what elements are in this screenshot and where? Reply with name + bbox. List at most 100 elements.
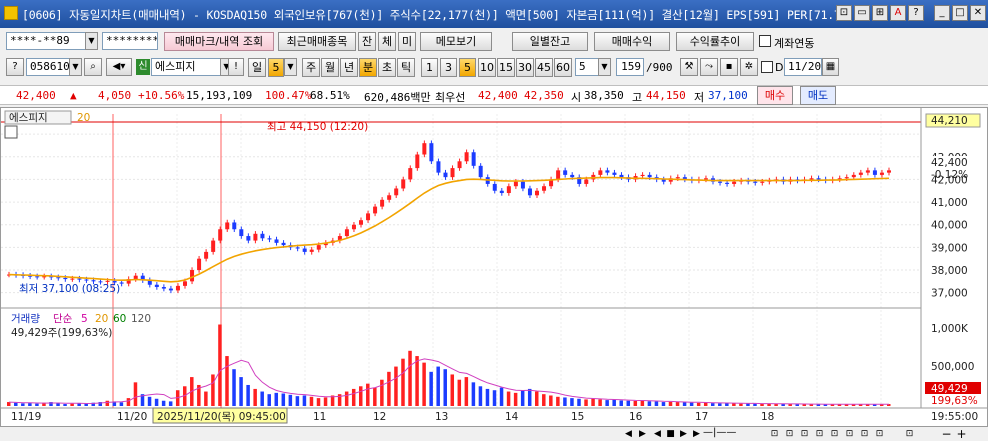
nav-prev-icon[interactable]: ◀ xyxy=(625,429,632,439)
buy-button[interactable]: 매수 xyxy=(757,86,793,105)
link-account-checkbox[interactable] xyxy=(759,35,771,47)
password-field[interactable]: ********* xyxy=(102,32,158,50)
interval-60[interactable]: 60 xyxy=(554,58,572,77)
period-tick[interactable]: 틱 xyxy=(397,58,415,77)
date-checkbox[interactable] xyxy=(761,61,773,73)
tool-icon-3[interactable]: ⊡ xyxy=(800,429,809,439)
period-month[interactable]: 월 xyxy=(321,58,339,77)
period-week[interactable]: 주 xyxy=(302,58,320,77)
tool-icon-6[interactable]: ⊡ xyxy=(845,429,854,439)
chart-canvas[interactable]: 43,00042,00041,00040,00039,00038,00037,0… xyxy=(1,108,987,426)
tool-icon-8[interactable]: ⊡ xyxy=(875,429,884,439)
daily-balance-button[interactable]: 일별잔고 xyxy=(512,32,588,51)
volume-bar xyxy=(401,358,405,406)
x-axis-label: 11/20 xyxy=(117,411,147,423)
candle-body xyxy=(211,240,216,252)
help-icon[interactable]: ? xyxy=(908,5,924,21)
chart-area[interactable]: 43,00042,00041,00040,00039,00038,00037,0… xyxy=(0,107,988,427)
candle-body xyxy=(464,152,469,162)
search-icon[interactable]: ⌕ xyxy=(84,58,102,76)
close-button[interactable]: ✕ xyxy=(970,5,986,21)
help-icon[interactable]: ? xyxy=(6,58,24,76)
volume-bar xyxy=(696,402,701,406)
volume-bar xyxy=(689,402,694,406)
nav-back-icon[interactable]: ◀ xyxy=(654,429,661,439)
tab-executed[interactable]: 체 xyxy=(378,32,396,51)
period-year[interactable]: 년 xyxy=(340,58,358,77)
candle-body xyxy=(513,181,518,187)
date-field[interactable]: 11/20 xyxy=(784,58,822,76)
volume-bar xyxy=(858,404,863,406)
period-minute[interactable]: 분 xyxy=(359,58,377,77)
account-field[interactable]: ****-**89 xyxy=(6,32,86,50)
sell-button[interactable]: 매도 xyxy=(800,86,836,105)
interval-15[interactable]: 15 xyxy=(497,58,515,77)
save-icon[interactable]: ▪ xyxy=(720,58,738,76)
stock-badge: 신 xyxy=(136,59,150,75)
stock-code-field[interactable]: 058610 xyxy=(26,58,70,76)
tool-icon-5[interactable]: ⊡ xyxy=(830,429,839,439)
minimize-button[interactable]: _ xyxy=(934,5,950,21)
nav-next-icon[interactable]: ▶ xyxy=(639,429,646,439)
interval-45[interactable]: 45 xyxy=(535,58,553,77)
period-second[interactable]: 초 xyxy=(378,58,396,77)
price-change-pct: +10.56% xyxy=(138,89,185,102)
interval-dropdown[interactable]: ▼ xyxy=(598,58,611,76)
maximize-button[interactable]: □ xyxy=(952,5,968,21)
recent-trade-button[interactable]: 최근매매종목 xyxy=(278,32,356,51)
count-field[interactable]: 159 xyxy=(616,58,644,76)
zoom-slider[interactable]: —|—— xyxy=(703,427,737,438)
tool-icon-7[interactable]: ⊡ xyxy=(860,429,869,439)
chart-type-icon[interactable]: ⤳ xyxy=(700,58,718,76)
candle-body xyxy=(471,152,476,166)
period-day-value[interactable]: 5 xyxy=(268,58,284,77)
window-btn-3[interactable]: ⊞ xyxy=(872,5,888,21)
trade-profit-button[interactable]: 매매수익 xyxy=(594,32,670,51)
volume-bar xyxy=(56,403,60,406)
tool-icon-2[interactable]: ⊡ xyxy=(785,429,794,439)
nav-end-icon[interactable]: ▶ xyxy=(693,429,700,439)
volume-bars xyxy=(7,324,891,406)
tool-icon-4[interactable]: ⊡ xyxy=(815,429,824,439)
play-icon[interactable]: ▶ xyxy=(680,429,687,439)
window-btn-2[interactable]: ▭ xyxy=(854,5,870,21)
stop-icon[interactable]: ■ xyxy=(666,429,675,439)
account-dropdown[interactable]: ▼ xyxy=(85,32,98,50)
interval-3[interactable]: 3 xyxy=(440,58,457,77)
tool-icon-1[interactable]: ⊡ xyxy=(770,429,779,439)
profit-trend-button[interactable]: 수익률추이 xyxy=(676,32,754,51)
volume-bar xyxy=(366,383,370,406)
tool-icon-9[interactable]: ⊡ xyxy=(905,429,914,439)
interval-field[interactable]: 5 xyxy=(575,58,599,76)
memo-button[interactable]: 메모보기 xyxy=(420,32,492,51)
period-day-button[interactable]: 일 xyxy=(248,58,266,77)
interval-5[interactable]: 5 xyxy=(459,58,476,77)
candle-body xyxy=(577,177,582,184)
settings-icon[interactable]: ✲ xyxy=(740,58,758,76)
volume-bar xyxy=(7,402,11,406)
window-btn-1[interactable]: ⊡ xyxy=(836,5,852,21)
alert-icon[interactable]: ! xyxy=(228,58,244,76)
candle-body xyxy=(753,181,758,183)
font-icon[interactable]: A xyxy=(890,5,906,21)
stock-name-field[interactable]: 에스피지 xyxy=(151,58,221,76)
interval-10[interactable]: 10 xyxy=(478,58,496,77)
stock-code-dropdown[interactable]: ▼ xyxy=(69,58,82,76)
volume-bar xyxy=(84,403,88,406)
zoom-out-icon[interactable]: − xyxy=(941,427,952,441)
interval-1[interactable]: 1 xyxy=(421,58,438,77)
toolbar-chart: ? 058610 ▼ ⌕ ◀▾ 신 에스피지 ▼ ! 일 5 ▼ 주 월 년 분… xyxy=(0,55,988,83)
volume-bar xyxy=(239,377,243,406)
tools-icon[interactable]: ⚒ xyxy=(680,58,698,76)
trade-mark-button[interactable]: 매매마크/내역 조회 xyxy=(164,32,274,51)
interval-30[interactable]: 30 xyxy=(516,58,534,77)
period-dropdown[interactable]: ▼ xyxy=(284,58,297,76)
candle-body xyxy=(246,236,251,241)
candle-body xyxy=(457,161,462,169)
volume-total: 15,193,109 xyxy=(186,89,253,102)
tab-balance[interactable]: 잔 xyxy=(358,32,376,51)
zoom-in-icon[interactable]: + xyxy=(956,427,967,441)
calendar-icon[interactable]: ▦ xyxy=(822,58,839,76)
tab-pending[interactable]: 미 xyxy=(398,32,416,51)
speaker-icon[interactable]: ◀▾ xyxy=(106,58,132,76)
